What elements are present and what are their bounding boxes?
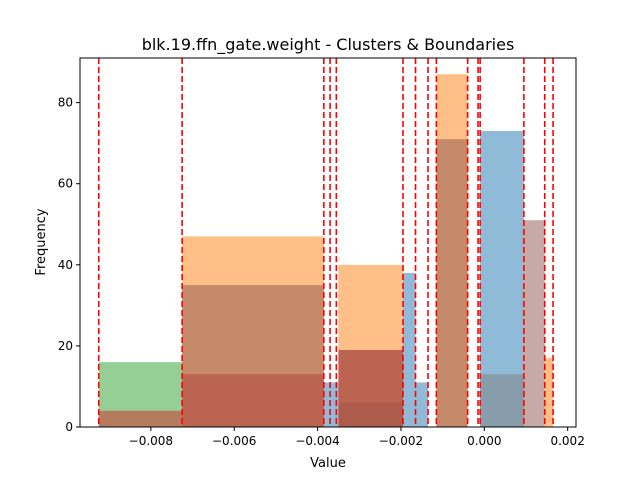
histogram-bar-4-1 bbox=[338, 349, 404, 427]
x-tick-label-4: 0.000 bbox=[467, 434, 501, 448]
histogram-bar-4-3 bbox=[523, 220, 545, 427]
histogram-bar-1-3 bbox=[544, 358, 554, 427]
x-tick-label-1: −0.006 bbox=[212, 434, 256, 448]
plot-frame bbox=[79, 57, 577, 428]
histogram-bar-3-0 bbox=[98, 410, 183, 427]
x-tick-label-2: −0.004 bbox=[295, 434, 339, 448]
histogram-bars bbox=[98, 74, 554, 427]
x-tick-label-5: 0.002 bbox=[550, 434, 584, 448]
histogram-bar-4-2 bbox=[436, 139, 468, 427]
x-tick-label-3: −0.002 bbox=[379, 434, 423, 448]
y-axis-label: Frequency bbox=[34, 208, 49, 275]
x-axis-label: Value bbox=[310, 456, 346, 471]
histogram-bar-0-3 bbox=[403, 272, 416, 427]
y-tick-label-2: 40 bbox=[58, 258, 73, 272]
x-axis-ticks: −0.008 −0.006 −0.004 −0.002 0.000 0.002 bbox=[129, 427, 585, 448]
y-tick-label-0: 0 bbox=[65, 420, 73, 434]
histogram-bar-5-0 bbox=[480, 374, 524, 427]
chart-title: blk.19.ffn_gate.weight - Clusters & Boun… bbox=[142, 35, 515, 55]
x-tick-label-0: −0.008 bbox=[129, 434, 173, 448]
histogram-bar-4-0 bbox=[182, 285, 324, 427]
y-tick-label-1: 20 bbox=[58, 339, 73, 353]
histogram-bar-0-1 bbox=[323, 382, 339, 427]
y-axis-ticks: 0 20 40 60 80 bbox=[58, 96, 80, 434]
histogram-bar-0-4 bbox=[415, 382, 429, 427]
y-tick-label-3: 60 bbox=[58, 177, 73, 191]
y-tick-label-4: 80 bbox=[58, 96, 73, 110]
cluster-boundaries bbox=[97, 58, 554, 427]
